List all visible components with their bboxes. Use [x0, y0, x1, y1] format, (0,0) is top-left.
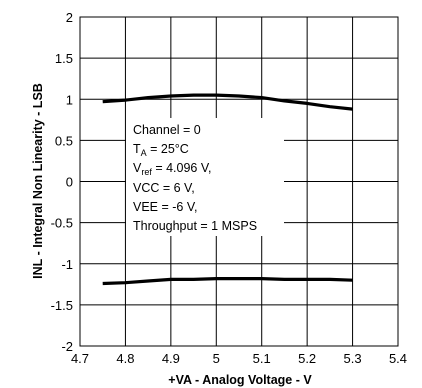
y-tick-label-1: -1.5 — [51, 298, 73, 313]
y-tick-label-6: 1 — [66, 92, 73, 107]
y-tick-label-7: 1.5 — [55, 51, 73, 66]
annotation-text: Channel = 0 TA = 25°C Vref = 4.096 V, VC… — [133, 123, 257, 233]
x-tick-label-1: 4.8 — [116, 351, 134, 366]
annotation-vref-sub: ref — [141, 167, 152, 177]
series-group — [102, 93, 353, 286]
annotation-ta: T — [133, 142, 141, 156]
annotation-channel: Channel = 0 — [133, 123, 201, 137]
annotation-throughput: Throughput = 1 MSPS — [133, 219, 257, 233]
series-0-line — [102, 93, 353, 111]
plot-area-frame — [79, 16, 399, 347]
y-tick-labels: -2 -1.5 -1 -0.5 0 0.5 1 1.5 2 — [51, 10, 73, 354]
annotation-vcc: VCC = 6 V, — [133, 181, 195, 195]
x-axis-title: +VA - Analog Voltage - V — [168, 373, 312, 387]
series-1-line — [102, 277, 353, 286]
x-tick-label-6: 5.3 — [344, 351, 362, 366]
x-tick-label-5: 5.2 — [298, 351, 316, 366]
annotation-vref-value: = 4.096 V, — [152, 161, 212, 175]
x-tick-label-7: 5.4 — [389, 351, 407, 366]
annotation-ta-sub: A — [141, 148, 147, 158]
annotation-box — [126, 118, 284, 236]
x-tick-label-2: 4.9 — [162, 351, 180, 366]
y-axis-title: INL - Integral Non Linearity - LSB — [31, 83, 45, 279]
x-tick-label-0: 4.7 — [71, 351, 89, 366]
annotation-ta-value: = 25°C — [147, 142, 189, 156]
x-tick-labels: 4.7 4.8 4.9 5 5.1 5.2 5.3 5.4 — [71, 351, 407, 366]
annotation-vref: V — [133, 161, 142, 175]
y-tick-label-4: 0 — [66, 175, 73, 190]
y-tick-label-5: 0.5 — [55, 133, 73, 148]
x-tick-label-4: 5.1 — [253, 351, 271, 366]
y-tick-label-3: -0.5 — [51, 216, 73, 231]
x-tick-label-3: 5 — [213, 351, 220, 366]
y-tick-label-8: 2 — [66, 10, 73, 25]
y-tick-label-0: -2 — [61, 339, 73, 354]
annotation-vee: VEE = -6 V, — [133, 200, 198, 214]
y-tick-label-2: -1 — [61, 257, 73, 272]
